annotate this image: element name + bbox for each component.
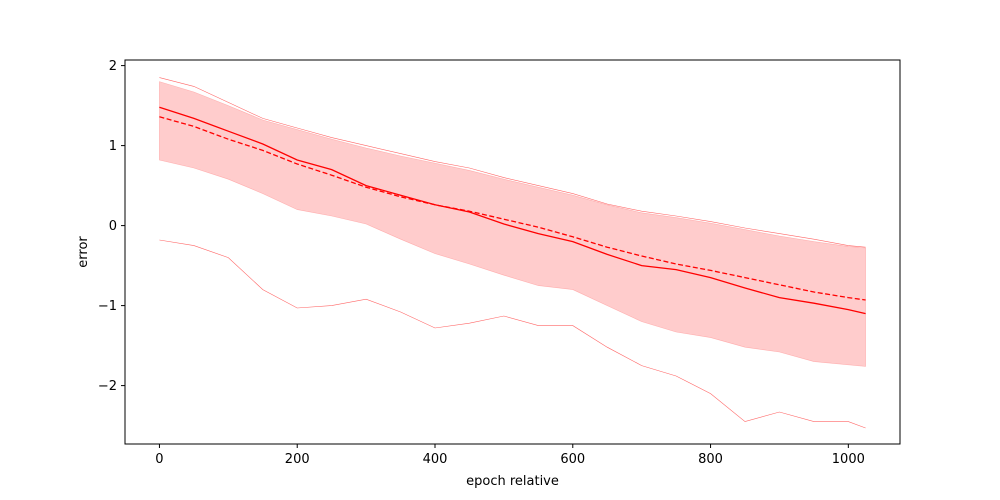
x-tick-label: 400 xyxy=(423,452,448,467)
series-line-max xyxy=(159,77,866,248)
y-tick-label: 1 xyxy=(109,139,117,154)
x-tick-label: 800 xyxy=(698,452,723,467)
y-tick-label: 0 xyxy=(109,219,117,234)
series-line-dashed xyxy=(159,116,866,301)
y-tick-label: −1 xyxy=(98,299,117,314)
x-tick-label: 0 xyxy=(155,452,163,467)
x-axis-label: epoch relative xyxy=(466,474,559,489)
plot-frame xyxy=(124,59,901,445)
x-tick-label: 600 xyxy=(560,452,585,467)
band-area xyxy=(159,81,866,367)
x-tick-label: 200 xyxy=(285,452,310,467)
x-tick-label: 1000 xyxy=(832,452,865,467)
y-axis-label: error xyxy=(76,236,91,268)
plot-area xyxy=(159,77,866,429)
y-tick-label: −2 xyxy=(98,379,117,394)
axes: 0 200 400 600 800 1000 −2 −1 0 1 2 xyxy=(98,59,865,467)
y-tick-label: 2 xyxy=(109,59,117,74)
series-line-solid xyxy=(159,106,866,315)
series-line-min xyxy=(159,239,866,429)
